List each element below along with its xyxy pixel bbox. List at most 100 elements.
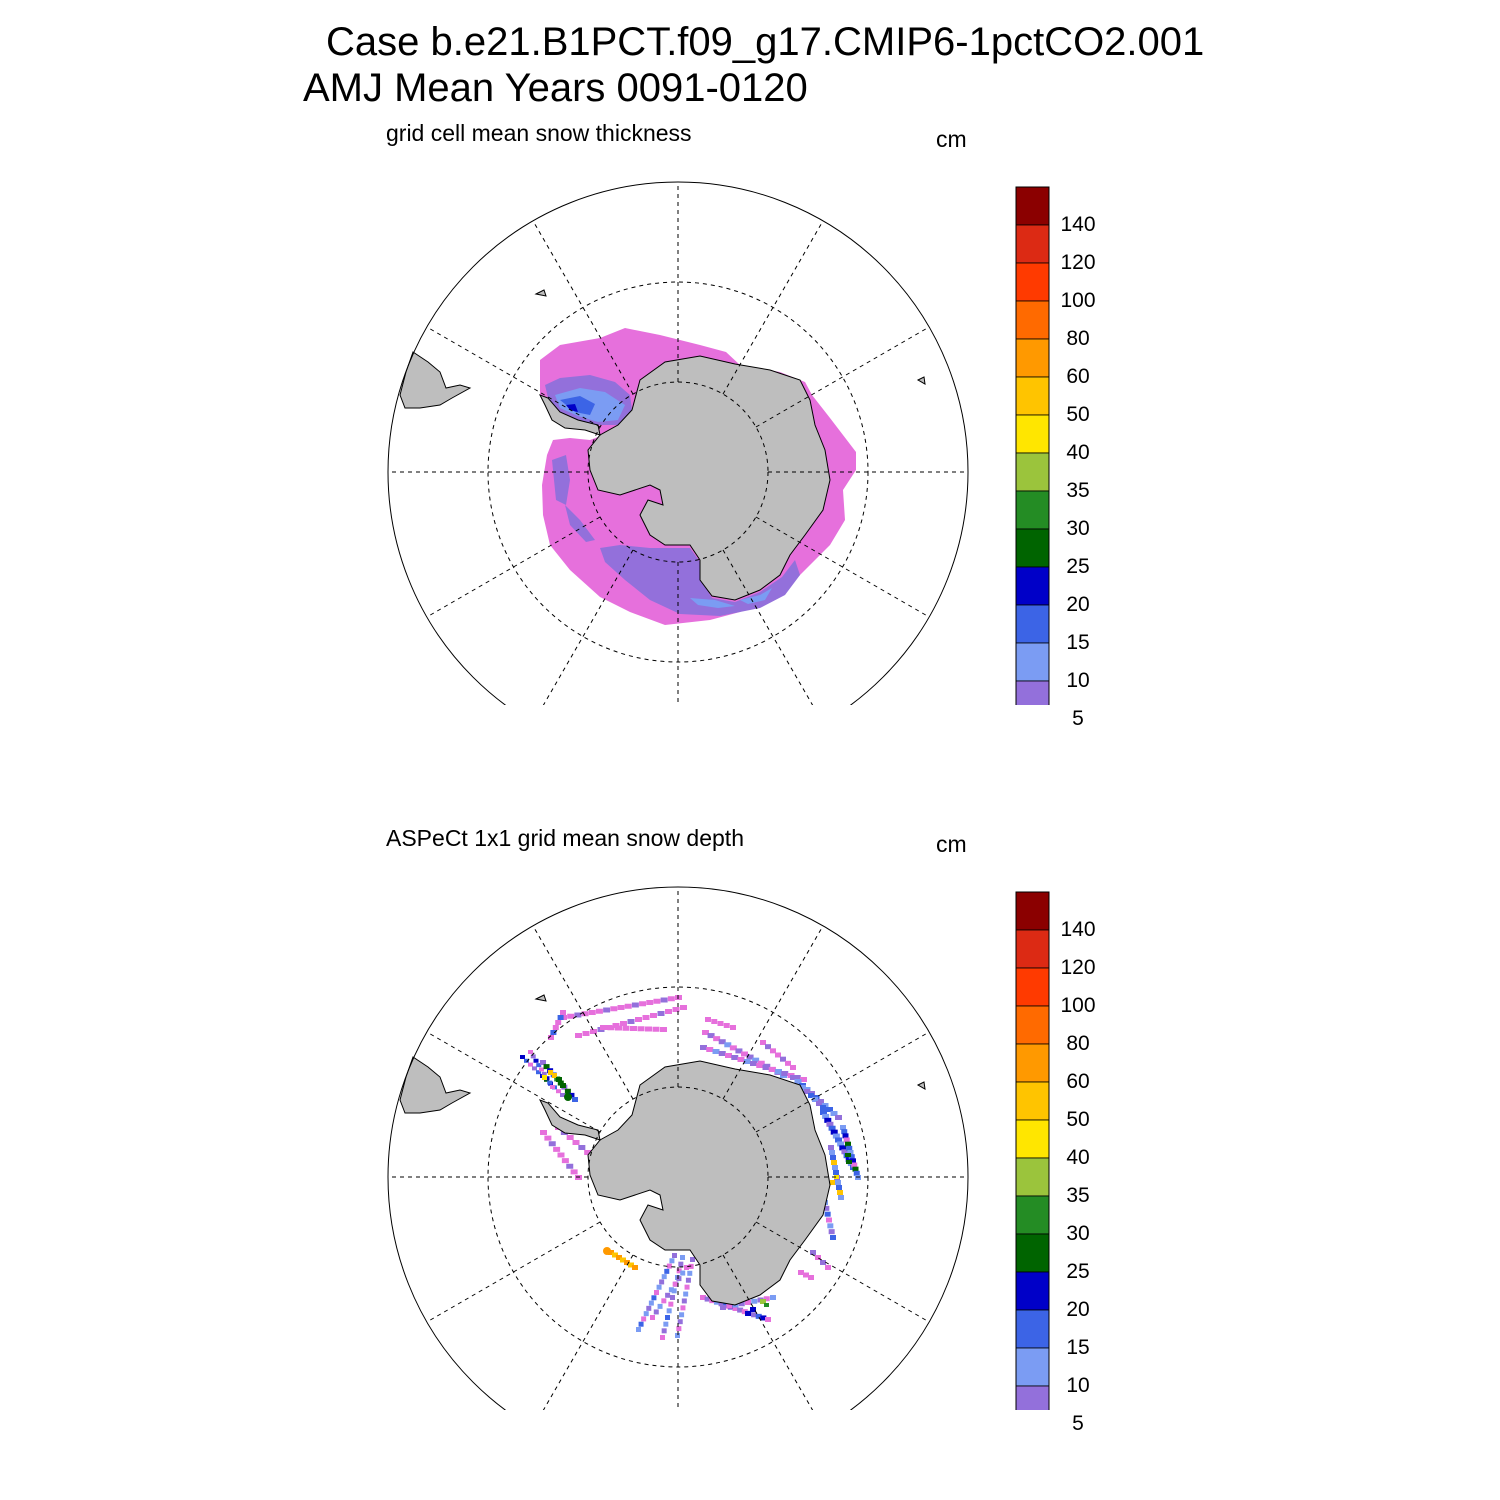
ship-track-cell <box>812 1097 818 1102</box>
ship-track-cell <box>560 1093 565 1097</box>
ship-track-cell <box>823 1205 830 1211</box>
ship-track-cell <box>653 1309 659 1315</box>
ship-track-cell <box>755 1313 762 1319</box>
ship-track-cell <box>720 1305 726 1310</box>
colorbar-swatch <box>1015 967 1050 1007</box>
ship-track-cell <box>566 1135 574 1140</box>
ship-track-cell <box>560 1010 566 1015</box>
ship-track-cell <box>840 1125 846 1130</box>
ship-track-cell <box>530 1054 536 1059</box>
graticule <box>388 887 968 1410</box>
ship-track-cell <box>820 1260 826 1265</box>
antarctic-peninsula-land <box>538 394 601 436</box>
ship-track-cell <box>685 1277 691 1283</box>
ship-track-cell <box>800 1077 807 1082</box>
ship-track-cell <box>646 1305 652 1311</box>
ship-track-cell <box>830 1155 836 1160</box>
ship-track-cell <box>688 1263 694 1269</box>
ship-track-cell <box>543 1064 550 1070</box>
ship-track-cell <box>837 1141 845 1147</box>
ship-track-cell <box>690 1257 695 1262</box>
colorbar-tick-label: 60 <box>1066 365 1090 388</box>
ship-track-cell <box>539 1067 544 1072</box>
ship-track-cell <box>670 1295 675 1300</box>
ship-track-cell <box>672 1281 678 1287</box>
ship-track-cell <box>578 1145 586 1150</box>
ship-track-cell <box>575 1033 582 1038</box>
ship-track-cell <box>735 1048 743 1054</box>
ship-track-cell <box>724 1042 732 1048</box>
ship-track-cell <box>839 1145 847 1151</box>
ship-track-cell <box>729 1045 737 1051</box>
ship-track-cell <box>665 1009 672 1014</box>
ship-track-cell <box>639 1001 647 1007</box>
ship-track-cell <box>790 1065 796 1070</box>
snow-thickness-region-20-25cm <box>566 404 578 412</box>
ship-track-cell <box>615 1025 622 1031</box>
ship-track-cell <box>851 1162 858 1168</box>
colorbar-frame <box>1015 891 1050 1410</box>
ship-track-cell <box>657 1011 665 1016</box>
island-land <box>534 289 547 297</box>
colorbar-frame <box>1015 186 1050 705</box>
ship-track-cell <box>841 1149 849 1155</box>
ship-track-cell <box>638 1321 644 1327</box>
ship-track-cell <box>834 1175 839 1179</box>
colorbar-swatch <box>1015 566 1050 606</box>
ship-track-cell <box>845 1141 851 1147</box>
ship-track-cell <box>752 1057 760 1063</box>
ship-track-cell <box>828 1125 836 1131</box>
ship-track-cell <box>548 1070 553 1075</box>
ship-track-cell <box>567 1013 575 1019</box>
ship-track-cell <box>711 1019 718 1024</box>
colorbar-tick-label: 30 <box>1066 517 1090 540</box>
ship-track-cell <box>810 1250 816 1255</box>
colorbar-swatch <box>1015 1195 1050 1235</box>
ship-track-cell <box>750 1061 757 1066</box>
ship-track-cell <box>852 1166 859 1172</box>
colorbar-swatch <box>1015 1271 1050 1311</box>
ship-track-cell <box>672 1253 677 1258</box>
ship-track-cell <box>760 1040 766 1045</box>
ship-track-cell <box>561 1158 569 1164</box>
ship-track-cell <box>770 1048 776 1054</box>
ship-track-cell <box>556 1089 561 1094</box>
ship-track-cell <box>831 1160 837 1165</box>
ship-track-cell <box>762 1065 770 1070</box>
ship-track-cell <box>680 1305 686 1311</box>
ship-track-cell <box>678 1261 684 1267</box>
ship-track-cell <box>731 1055 739 1060</box>
ship-track-cell <box>781 1071 789 1076</box>
ship-track-cell <box>760 1315 767 1321</box>
ship-track-cell <box>828 1229 835 1235</box>
ship-track-cell <box>853 1170 860 1176</box>
colorbar-tick-label: 120 <box>1060 251 1096 274</box>
ship-track-cell <box>616 1255 622 1260</box>
ship-track-cell <box>816 1101 822 1106</box>
colorbar-tick-label: 80 <box>1066 327 1090 350</box>
ship-track-cell <box>666 1308 672 1314</box>
colorbar-swatch <box>1015 224 1050 264</box>
ship-track-cell <box>528 1050 533 1054</box>
ship-track-cell <box>683 1291 689 1297</box>
ship-track-cell <box>775 1069 782 1074</box>
ship-track-cell <box>824 1211 831 1217</box>
ship-track-cell <box>848 1154 855 1160</box>
ship-track-cell <box>718 1051 726 1056</box>
ship-track-cell <box>700 1295 706 1300</box>
ship-track-cell <box>668 1287 674 1293</box>
ship-track-cell <box>672 1007 680 1012</box>
ship-track-cell <box>659 1279 665 1285</box>
antarctica-land <box>587 355 831 601</box>
colorbar-tick-label: 35 <box>1066 479 1090 502</box>
ship-track-cell <box>654 1290 659 1295</box>
ship-track-cell <box>620 1021 627 1026</box>
ship-track-cell <box>650 1315 655 1320</box>
ship-track-cell <box>707 1033 715 1039</box>
ship-track-cell <box>835 1115 842 1120</box>
colorbar-swatch <box>1015 490 1050 530</box>
ship-track-cell <box>790 1075 797 1080</box>
south-america-land <box>399 351 472 409</box>
ship-track-cell <box>550 1085 555 1089</box>
ship-track-cell <box>830 1111 838 1116</box>
